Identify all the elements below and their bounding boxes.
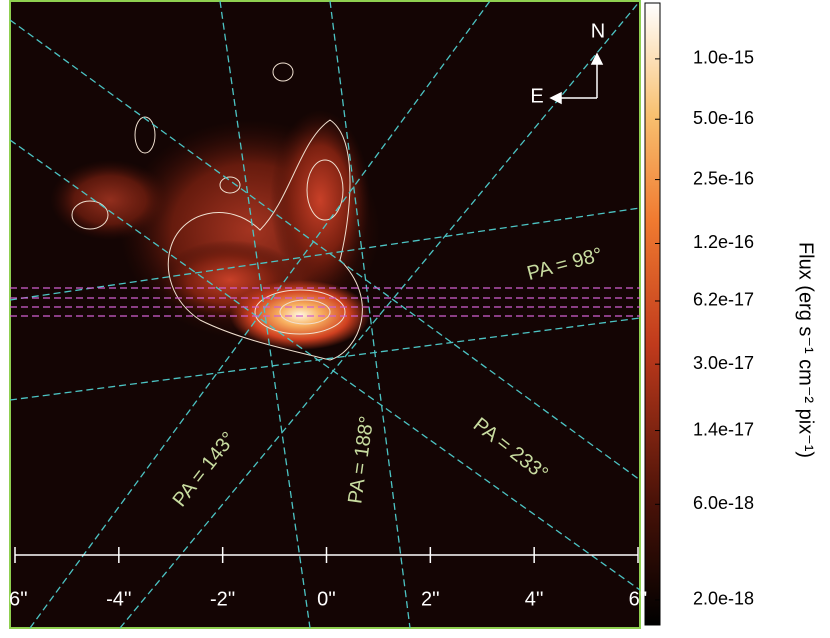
image [9,0,641,629]
colorbar-tick-label: 6.0e-18 [693,493,754,513]
colorbar-tick-label: 3.0e-17 [693,353,754,373]
colorbar [644,2,661,626]
x-tick-label: -6'' [2,588,27,610]
x-tick-label: -4'' [106,588,131,610]
x-tick-label: 6'' [629,588,648,610]
colorbar-tick-label: 2.0e-18 [693,589,754,609]
colorbar-tick-label: 1.0e-15 [693,48,754,68]
compass-north: N [591,20,605,42]
x-tick-label: -2'' [210,588,235,610]
x-tick-label: 2'' [421,588,440,610]
colorbar-tick-label: 5.0e-16 [693,108,754,128]
x-tick-label: 0'' [317,588,336,610]
colorbar-tick-label: 2.5e-16 [693,168,754,188]
colorbar-label: Flux (erg s⁻¹ cm⁻² pix⁻¹) [795,242,817,458]
compass-east: E [530,85,543,107]
colorbar-tick-label: 1.4e-17 [693,419,754,439]
colorbar-tick-label: 1.2e-16 [693,232,754,252]
x-tick-label: 4'' [525,588,544,610]
colorbar-tick-label: 6.2e-17 [693,290,754,310]
